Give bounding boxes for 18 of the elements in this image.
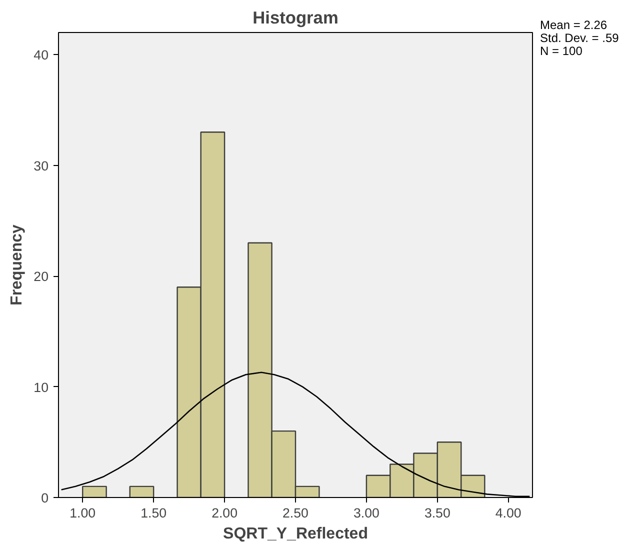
- y-tick-label: 30: [34, 158, 49, 174]
- y-tick-label: 40: [34, 48, 49, 63]
- text: N = 100: [540, 44, 582, 58]
- y-tick-label: 20: [34, 269, 49, 284]
- y-tick-label: 10: [34, 380, 49, 395]
- x-tick-label: 3.50: [424, 506, 450, 520]
- x-tick-label: 4.00: [495, 506, 522, 520]
- x-axis-title: SQRT_Y_Reflected: [223, 526, 368, 542]
- text: Std. Dev. = .59: [540, 31, 619, 45]
- text: Mean = 2.26: [540, 18, 608, 32]
- y-tick-label: 0: [41, 490, 49, 506]
- x-tick-label: 3.00: [353, 506, 380, 520]
- x-tick-label: 1.50: [140, 506, 167, 520]
- y-axis-title: Frequency: [8, 224, 26, 306]
- x-tick-label: 2.00: [212, 506, 238, 520]
- chart-title: Histogram: [252, 8, 338, 28]
- x-tick-label: 2.50: [282, 506, 308, 520]
- x-tick-label: 1.00: [70, 506, 96, 520]
